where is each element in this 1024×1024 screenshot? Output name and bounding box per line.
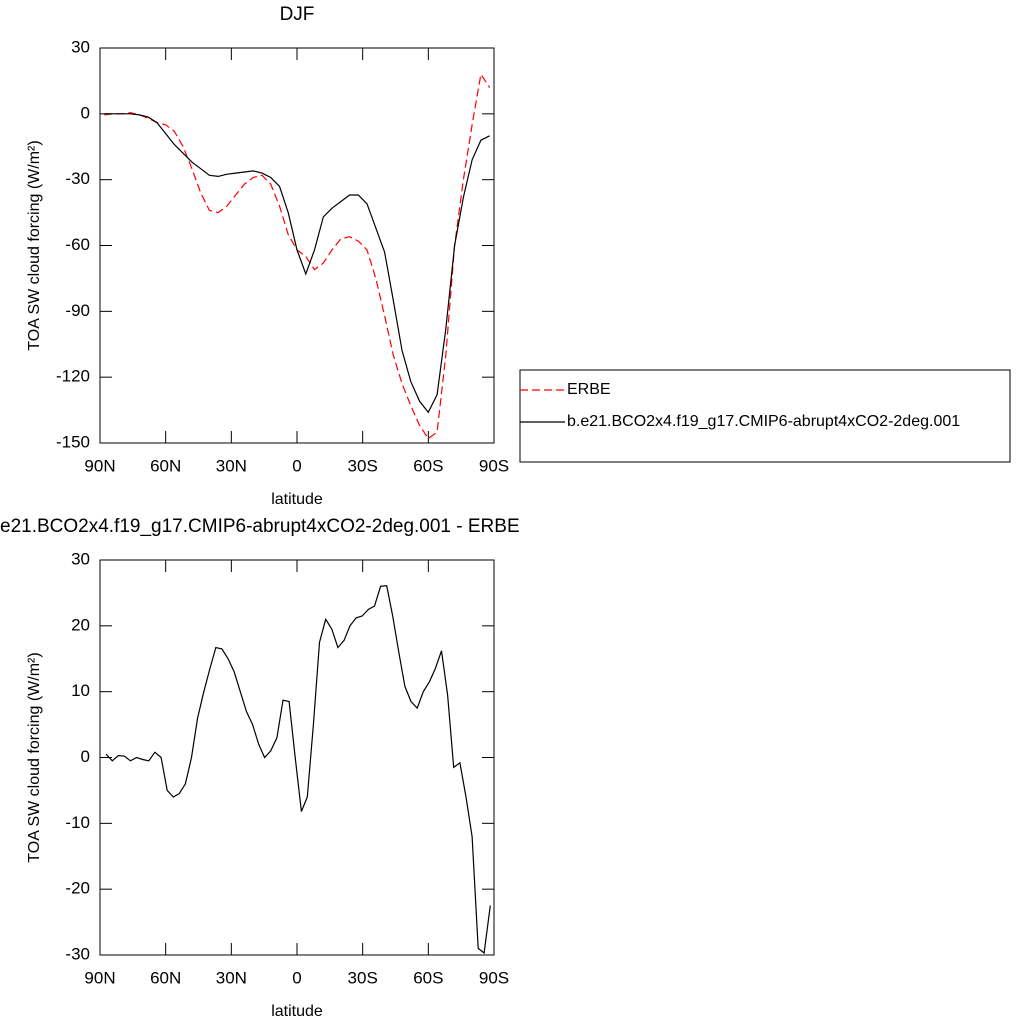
x-axis-label: latitude xyxy=(271,1003,323,1020)
x-tick-label: 30N xyxy=(216,456,247,475)
legend-label: b.e21.BCO2x4.f19_g17.CMIP6-abrupt4xCO2-2… xyxy=(567,413,960,430)
x-tick-label: 90S xyxy=(479,968,509,987)
legend-label: ERBE xyxy=(567,381,611,398)
x-tick-label: 30S xyxy=(348,968,378,987)
y-tick-label: -30 xyxy=(65,169,90,188)
y-tick-label: -90 xyxy=(65,301,90,320)
plot-frame xyxy=(99,47,495,444)
x-tick-label: 0 xyxy=(292,968,301,987)
y-tick-label: -120 xyxy=(56,367,90,386)
y-tick-label: 0 xyxy=(81,747,90,766)
chart-title: DJF xyxy=(280,4,315,25)
plot-frame xyxy=(99,559,495,956)
x-tick-label: 60N xyxy=(150,968,181,987)
y-tick-label: -20 xyxy=(65,879,90,898)
x-tick-label: 30S xyxy=(348,456,378,475)
x-tick-label: 60N xyxy=(150,456,181,475)
y-axis-label: TOA SW cloud forcing (W/m²) xyxy=(26,140,43,350)
y-tick-label: -60 xyxy=(65,235,90,254)
x-tick-label: 60S xyxy=(413,968,443,987)
y-tick-label: 0 xyxy=(81,103,90,122)
x-tick-label: 30N xyxy=(216,968,247,987)
y-tick-label: -10 xyxy=(65,813,90,832)
data-line xyxy=(105,585,491,955)
y-tick-label: 30 xyxy=(71,549,90,568)
data-line xyxy=(104,113,490,414)
y-tick-label: 30 xyxy=(71,37,90,56)
x-tick-label: 90N xyxy=(84,968,115,987)
y-axis-label: TOA SW cloud forcing (W/m²) xyxy=(26,652,43,862)
y-tick-label: -150 xyxy=(56,432,90,451)
x-tick-label: 90N xyxy=(84,456,115,475)
x-axis-label: latitude xyxy=(271,491,323,508)
y-tick-label: 20 xyxy=(71,615,90,634)
x-tick-label: 90S xyxy=(479,456,509,475)
y-tick-label: -30 xyxy=(65,944,90,963)
chart-title: e21.BCO2x4.f19_g17.CMIP6-abrupt4xCO2-2de… xyxy=(0,516,520,537)
x-tick-label: 0 xyxy=(292,456,301,475)
y-tick-label: 10 xyxy=(71,681,90,700)
x-tick-label: 60S xyxy=(413,456,443,475)
legend-box xyxy=(519,369,1011,463)
